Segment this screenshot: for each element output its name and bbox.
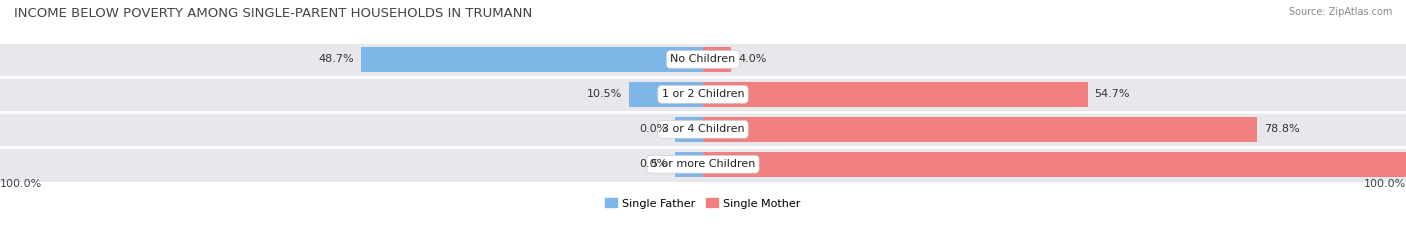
Text: No Children: No Children xyxy=(671,55,735,64)
Bar xyxy=(703,152,1406,177)
Bar xyxy=(703,47,731,72)
Text: 5 or more Children: 5 or more Children xyxy=(651,159,755,169)
Text: INCOME BELOW POVERTY AMONG SINGLE-PARENT HOUSEHOLDS IN TRUMANN: INCOME BELOW POVERTY AMONG SINGLE-PARENT… xyxy=(14,7,533,20)
Text: 4.0%: 4.0% xyxy=(738,55,766,64)
Bar xyxy=(630,82,703,107)
Text: 54.7%: 54.7% xyxy=(1094,89,1130,99)
Text: 0.0%: 0.0% xyxy=(640,159,668,169)
Bar xyxy=(703,117,1257,142)
Text: 3 or 4 Children: 3 or 4 Children xyxy=(662,124,744,134)
Bar xyxy=(360,47,703,72)
Text: 10.5%: 10.5% xyxy=(586,89,621,99)
Text: 78.8%: 78.8% xyxy=(1264,124,1299,134)
Bar xyxy=(675,152,703,177)
Text: Source: ZipAtlas.com: Source: ZipAtlas.com xyxy=(1288,7,1392,17)
Bar xyxy=(675,117,703,142)
Text: 100.0%: 100.0% xyxy=(0,179,42,189)
Bar xyxy=(703,82,1088,107)
Bar xyxy=(0,112,1406,147)
Text: 100.0%: 100.0% xyxy=(1364,179,1406,189)
Text: 1 or 2 Children: 1 or 2 Children xyxy=(662,89,744,99)
Bar xyxy=(0,42,1406,77)
Legend: Single Father, Single Mother: Single Father, Single Mother xyxy=(606,199,800,209)
Bar xyxy=(0,77,1406,112)
Text: 0.0%: 0.0% xyxy=(640,124,668,134)
Bar xyxy=(0,147,1406,182)
Text: 48.7%: 48.7% xyxy=(318,55,354,64)
